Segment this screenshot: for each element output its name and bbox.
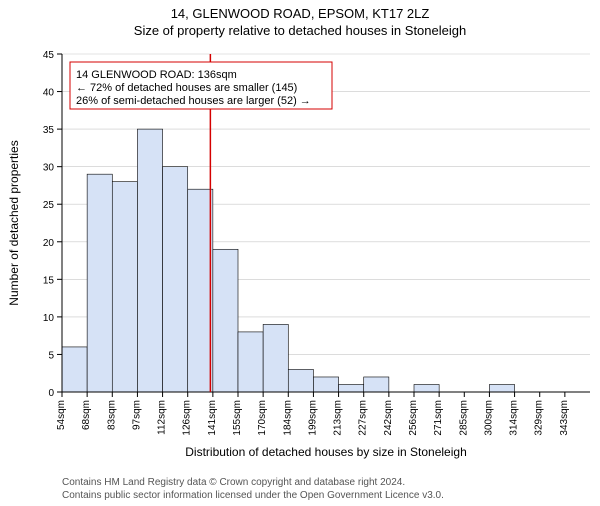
histogram-bar [414,384,439,392]
xtick-label: 271sqm [433,400,444,436]
histogram-bar [364,377,389,392]
histogram-bar [213,249,238,392]
xtick-label: 300sqm [483,400,494,436]
ytick-label: 45 [43,50,55,61]
xtick-label: 83sqm [106,400,117,430]
histogram-bar [288,369,313,392]
histogram-bar [62,347,87,392]
histogram-bar [263,324,288,392]
ytick-label: 10 [43,313,55,324]
ytick-label: 0 [48,388,54,399]
xtick-label: 54sqm [56,400,67,430]
histogram-chart: 0 5 10 15 20 25 30 35 40 45 54sqm 68sqm 83sqm 97sqm 11… [0,48,600,462]
xtick-label: 126sqm [182,400,193,436]
x-axis-label: Distribution of detached houses by size … [185,445,467,459]
ytick-label: 25 [43,200,55,211]
y-axis-label: Number of detached properties [7,140,21,305]
histogram-bar [489,384,514,392]
ytick-label: 30 [43,163,55,174]
histogram-bar [112,182,137,392]
xtick-label: 68sqm [81,400,92,430]
xtick-label: 213sqm [333,400,344,436]
xtick-label: 97sqm [131,400,142,430]
ytick-label: 15 [43,275,55,286]
attribution-footer: Contains HM Land Registry data © Crown c… [62,477,592,502]
page-subtitle: Size of property relative to detached ho… [0,23,600,38]
histogram-bar [238,332,263,392]
xtick-label: 155sqm [232,400,243,436]
histogram-bar [339,384,364,392]
xtick-label: 184sqm [282,400,293,436]
ytick-label: 35 [43,125,55,136]
histogram-bar [188,189,213,392]
footer-line-1: Contains HM Land Registry data © Crown c… [62,477,592,490]
xtick-label: 285sqm [458,400,469,436]
ytick-label: 5 [48,350,54,361]
histogram-bar [163,167,188,392]
ytick-label: 40 [43,88,55,99]
xtick-label: 141sqm [207,400,218,436]
histogram-bar [313,377,338,392]
xtick-label: 329sqm [534,400,545,436]
footer-line-2: Contains public sector information licen… [62,490,592,503]
xtick-label: 227sqm [358,400,369,436]
xtick-label: 170sqm [257,400,268,436]
histogram-bar [87,174,112,392]
xtick-label: 199sqm [307,400,318,436]
xtick-label: 343sqm [559,400,570,436]
chart-svg: 0 5 10 15 20 25 30 35 40 45 54sqm 68sqm 83sqm 97sqm 11… [0,48,600,462]
annotation-line: 26% of semi-detached houses are larger (… [76,95,311,107]
ytick-label: 20 [43,238,55,249]
annotation-line: 14 GLENWOOD ROAD: 136sqm [76,69,237,81]
histogram-bar [137,129,162,392]
xtick-label: 314sqm [509,400,520,436]
xtick-label: 242sqm [383,400,394,436]
xtick-label: 112sqm [157,400,168,435]
page-title-address: 14, GLENWOOD ROAD, EPSOM, KT17 2LZ [0,6,600,21]
xtick-label: 256sqm [408,400,419,436]
annotation-line: ← 72% of detached houses are smaller (14… [76,82,297,94]
